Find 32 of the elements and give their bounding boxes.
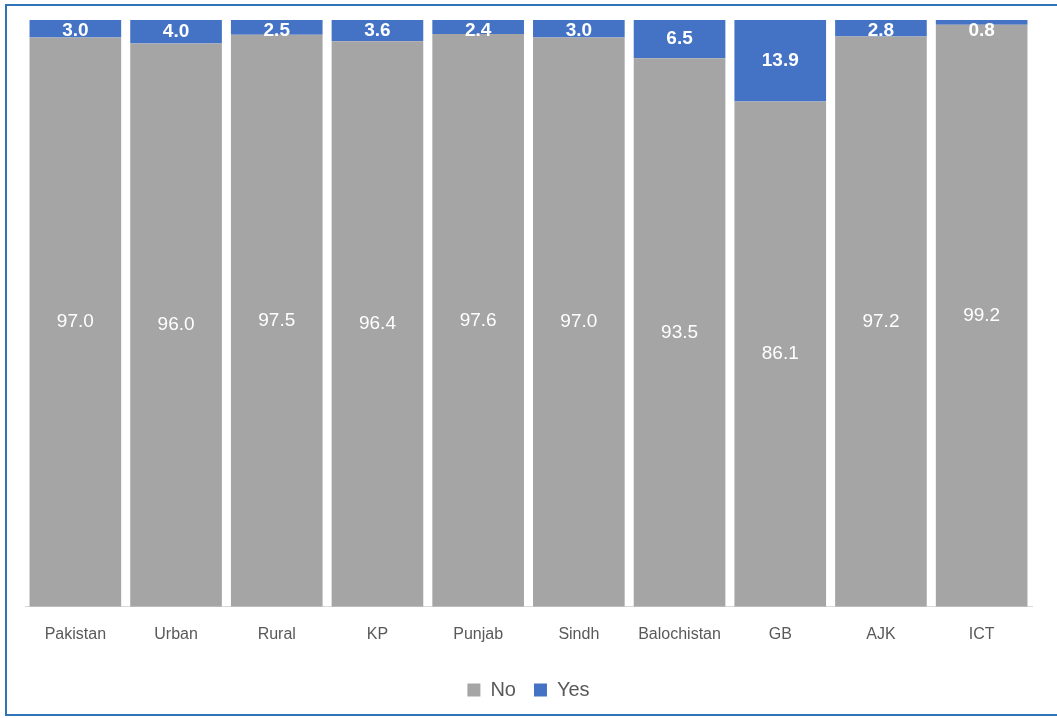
x-tick-label: Rural [257,624,296,642]
data-label: 4.0 [162,19,190,41]
x-tick-label: KP [366,624,389,642]
data-label: 97.0 [560,310,598,332]
data-label: 2.4 [464,19,492,41]
x-tick-label: GB [768,624,792,642]
x-tick-label: Sindh [558,624,600,642]
data-label: 2.8 [867,19,895,41]
data-label: 99.2 [963,303,1001,325]
data-label: 2.5 [263,19,291,41]
legend-label: No [490,677,516,700]
data-label: 96.0 [157,313,195,335]
data-label: 3.0 [565,19,593,41]
x-tick-label: AJK [866,624,896,642]
x-tick-label: Punjab [453,624,504,642]
data-label: 96.4 [358,312,397,334]
data-label: 3.0 [62,19,89,41]
data-label: 13.9 [761,49,799,71]
data-label: 97.6 [459,308,497,330]
data-label: 3.6 [364,19,391,41]
x-tick-label: Urban [154,624,198,642]
data-label: 97.2 [862,309,900,331]
data-label: 6.5 [666,27,694,49]
x-tick-label: ICT [968,624,995,642]
data-label: 97.5 [258,308,296,330]
legend-label: Yes [556,677,590,700]
data-label: 97.0 [56,310,94,332]
data-label: 93.5 [661,320,699,342]
data-label: 86.1 [761,342,799,364]
x-tick-label: Balochistan [638,624,721,642]
x-tick-label: Pakistan [44,624,107,642]
data-label: 0.8 [968,19,995,41]
